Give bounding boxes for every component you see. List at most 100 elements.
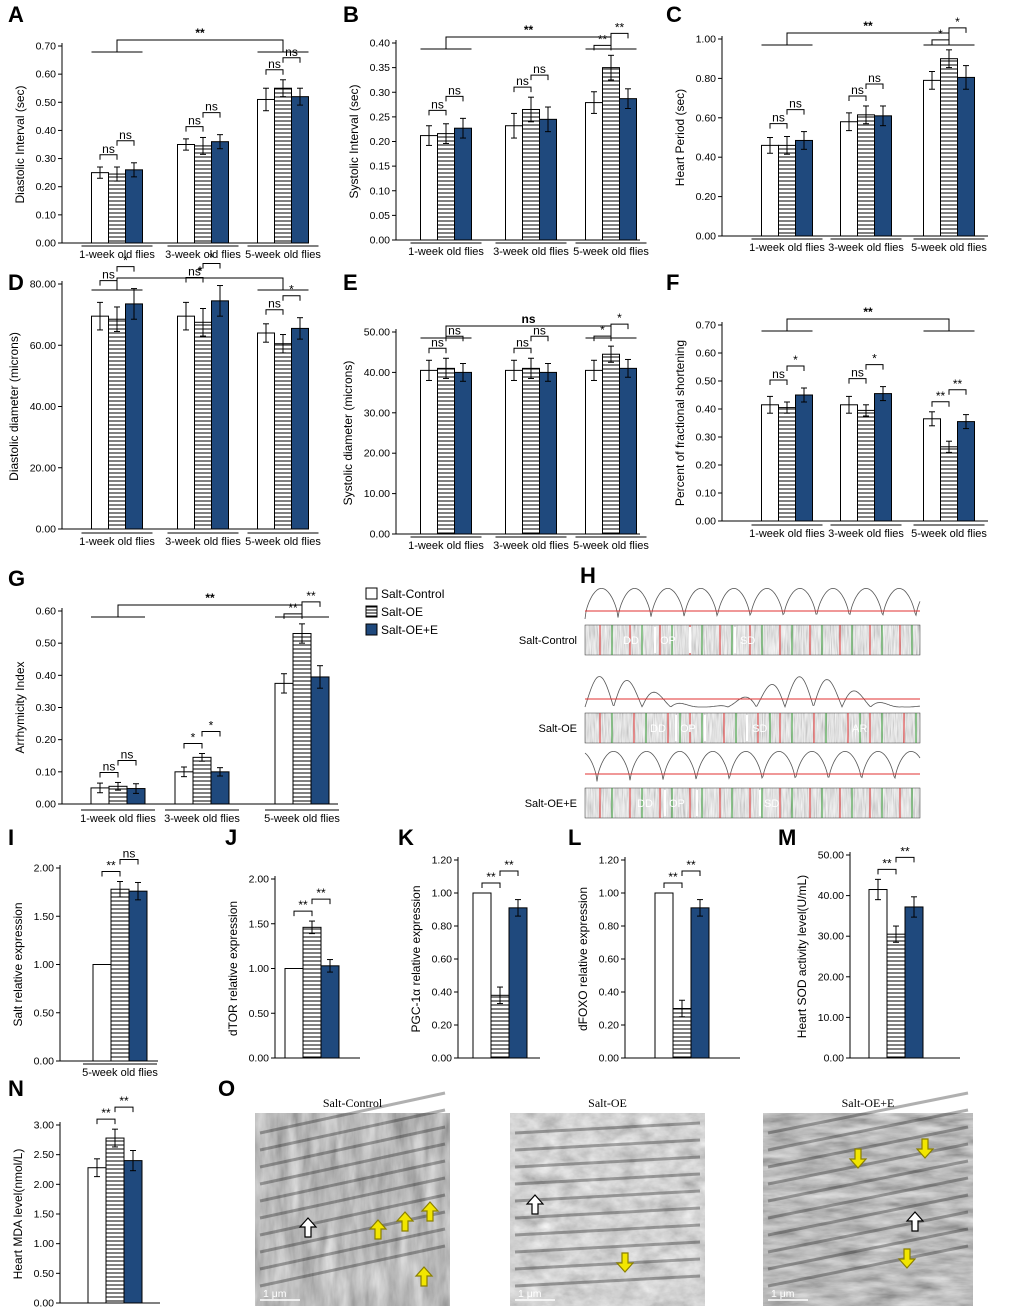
panel-b-bar: [420, 135, 438, 241]
panel-j-bar: [302, 926, 322, 1059]
panel-c-sig-bracket: [786, 109, 805, 115]
panel-d-ytick-label: 0.00: [36, 524, 57, 536]
heartbeat-trace: [584, 676, 921, 708]
panel-f-sig-bracket: [769, 379, 788, 385]
panel-e-ytick-label: 20.00: [364, 448, 390, 460]
yellow-arrow-icon-shape: [395, 1211, 415, 1232]
panel-d-sig-bracket: [202, 263, 221, 269]
panel-j-sig-bracket: [293, 910, 313, 917]
panel-m-sig-bracket: [895, 856, 915, 863]
panel-g-ytick-label: 0.20: [36, 734, 57, 746]
phase-label: DD: [637, 798, 653, 810]
panel-f-bar: [957, 421, 975, 522]
panel-a-sig-bracket: [185, 126, 204, 132]
yellow-arrow-icon: [915, 1138, 935, 1159]
phase-label: OP: [660, 635, 676, 647]
panel-l-bar: [690, 907, 710, 1059]
panel-g-bar: [310, 676, 330, 805]
panel-g-sig-bracket: [117, 759, 137, 766]
panel-a-sig-bracket: [116, 140, 135, 146]
panel-d-ytick-label: 60.00: [30, 340, 56, 352]
panel-n-bar: [87, 1167, 107, 1304]
panel-d-sig-label: ns: [102, 268, 115, 282]
panel-j-ytick-label: 1.00: [249, 963, 270, 975]
panel-e-bar: [420, 369, 438, 535]
panel-n-sig-bracket: [114, 1106, 134, 1113]
panel-d-sig-bracket: [265, 309, 284, 315]
panel-b-sig-bracket: [428, 109, 447, 116]
panel-e-across-bracket: [445, 325, 612, 338]
panel-b-ytick-label: 0.05: [370, 210, 391, 222]
panel-k-bar: [472, 892, 492, 1059]
panel-e-ylabel: Systolic diameter (microns): [341, 361, 355, 506]
panel-k-bar: [508, 907, 528, 1059]
panel-c-sig-label: *: [955, 15, 960, 29]
panel-c-bar: [840, 121, 858, 237]
panel-a-ytick-label: 0.30: [36, 153, 57, 165]
panel-f-across-label: **: [863, 305, 873, 319]
em-micrograph: [510, 1113, 705, 1306]
panel-l-sig-bracket: [681, 870, 701, 876]
panel-c-sig-bracket: [848, 95, 867, 101]
panel-c-bar: [957, 76, 975, 237]
panel-e-bar: [539, 371, 557, 535]
panel-f-ytick-label: 0.00: [696, 516, 717, 528]
panel-c-bar: [874, 115, 892, 237]
panel-g-sig-bracket: [183, 742, 203, 749]
panel-l: L 0.00 0.20 0.40 0.60 0.80 1.00 1.20 dFOXO relat…: [568, 825, 740, 1065]
panel-a-across-bracket: [116, 39, 284, 52]
panel-m: M 0.00 10.00 20.00 30.00 40.00 50.00 Heart SOD …: [778, 825, 960, 1065]
panel-l-sig-label: **: [686, 858, 696, 872]
panel-k-ytick-label: 0.00: [432, 1053, 453, 1065]
panel-b-label: B: [343, 2, 359, 27]
panel-d-bar: [274, 343, 292, 530]
panel-i-ytick-label: 0.50: [34, 1007, 55, 1019]
panel-a-group-label: 3-week old flies: [165, 249, 241, 261]
panel-g-ytick-label: 0.60: [36, 606, 57, 618]
em-image-title: Salt-OE: [588, 1096, 627, 1110]
panel-e-sig-bracket: [593, 335, 612, 342]
trace-row: Salt-OE+E DD OP SD: [525, 750, 921, 819]
panel-c-sig-label: *: [938, 27, 943, 41]
panel-k-ytick-label: 1.00: [432, 888, 453, 900]
yellow-arrow-icon: [897, 1248, 917, 1269]
panel-j-sig-bracket: [311, 898, 331, 905]
yellow-arrow-icon: [414, 1266, 434, 1287]
legend-box-oe: [365, 605, 378, 618]
panel-b-bar: [522, 108, 540, 241]
myofibril-streak: [514, 1274, 701, 1288]
panel-a-ytick-label: 0.20: [36, 181, 57, 193]
panel-c-bar: [857, 114, 875, 237]
panel-g-sig-label: **: [306, 589, 316, 603]
panel-i-sig-label: **: [106, 859, 116, 873]
myofibril-streak: [514, 1223, 701, 1237]
phase-label: AR: [852, 723, 867, 735]
panel-d-bar: [257, 332, 275, 530]
panel-label-h: H: [580, 563, 596, 588]
panel-e-ytick-label: 30.00: [364, 407, 390, 419]
myofibril-streak: [259, 1125, 446, 1169]
heartbeat-trace: [584, 587, 921, 620]
panel-f-bar: [923, 418, 941, 522]
panel-n-ytick-label: 1.00: [34, 1238, 55, 1250]
panel-i-ylabel: Salt relative expression: [11, 902, 25, 1026]
panel-e-bar: [602, 353, 620, 535]
myofibril-streak: [767, 1091, 969, 1135]
panel-m-ytick-label: 10.00: [818, 1012, 844, 1024]
panel-c-group-label: 3-week old flies: [828, 242, 904, 254]
panel-b-ytick-label: 0.00: [370, 235, 391, 247]
panel-k-ytick-label: 0.60: [432, 954, 453, 966]
myofibril-streak: [767, 1176, 969, 1220]
em-micrograph: [763, 1113, 973, 1306]
panel-l-ytick-label: 1.00: [599, 888, 620, 900]
panel-g-bar: [292, 633, 312, 805]
yellow-arrow-icon-shape: [615, 1252, 635, 1273]
panel-c-group-label: 5-week old flies: [911, 242, 987, 254]
panel-c-bar: [795, 139, 813, 237]
panel-g-sig-label: *: [209, 718, 214, 732]
panel-b-bar: [437, 133, 455, 241]
panel-a: A 0.00 0.10 0.20 0.30 0.40 0.50 0.60 0.70 Diastol…: [8, 2, 321, 261]
panel-i-ytick-label: 0.00: [34, 1056, 55, 1068]
scale-bar-label: 1 μm: [518, 1288, 542, 1300]
panel-k-ytick-label: 0.40: [432, 987, 453, 999]
